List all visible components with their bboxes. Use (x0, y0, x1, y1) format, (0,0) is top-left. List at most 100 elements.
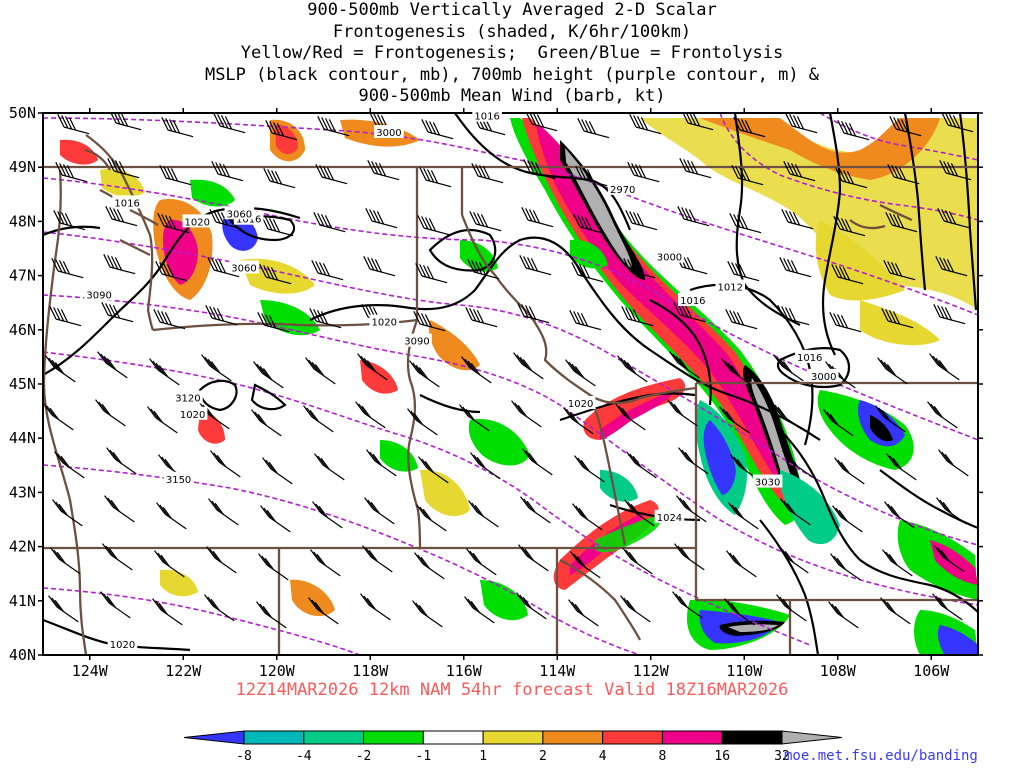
contour-label-text: 3060 (231, 263, 256, 274)
wind-barb (517, 303, 550, 324)
wind-barb (256, 601, 287, 629)
height-contour-label: 3150 (163, 471, 194, 486)
mslp-contour-label: 1016 (112, 195, 142, 209)
wind-barb (257, 312, 290, 333)
wind-barb (260, 505, 291, 533)
title-line-1: 900-500mb Vertically Averaged 2-D Scalar (307, 0, 717, 20)
wind-barb (886, 453, 917, 481)
mslp-contour-label: 1012 (715, 279, 746, 293)
wind-barb (622, 547, 653, 575)
wind-barb (519, 255, 552, 276)
wind-barb (516, 592, 547, 620)
wind-barb (467, 259, 500, 280)
colorbar-swatch (602, 730, 663, 745)
wind-barb (523, 159, 556, 180)
wind-barb (461, 356, 492, 384)
wind-barb (471, 163, 504, 184)
height-contour-label: 3120 (173, 390, 203, 405)
wind-barb (776, 594, 807, 622)
wind-barb (938, 449, 969, 477)
mslp-contour-label: 1020 (565, 395, 596, 410)
wind-barb (208, 498, 239, 526)
colorbar-swatch (303, 730, 365, 745)
wind-barb (102, 543, 133, 571)
mslp-contour-label: 1016 (678, 292, 708, 307)
wind-barb (676, 495, 707, 523)
contour-label-text: 1020 (185, 217, 210, 228)
wind-barb (50, 547, 81, 575)
mslp-contour-label: 1024 (654, 509, 685, 524)
wind-barb (624, 499, 655, 527)
lon-tick-label: 122W (165, 662, 202, 680)
wind-barb (413, 311, 446, 332)
colorbar-swatch (422, 730, 484, 745)
wind-barb (360, 593, 391, 621)
wind-barb (470, 452, 501, 480)
mslp-contour-label: 1020 (182, 214, 213, 228)
wind-barb (315, 164, 348, 185)
colorbar-label: -2 (356, 749, 372, 764)
wind-barb (311, 260, 344, 281)
wind-barb (465, 307, 498, 328)
wind-barb (577, 118, 610, 139)
contour-label-text: 3000 (811, 372, 836, 383)
wind-barb (51, 258, 84, 279)
contour-label-text: 3150 (166, 475, 191, 486)
contour-label-text: 3060 (227, 209, 252, 220)
colorbar-swatch (482, 730, 544, 745)
wind-barb (159, 165, 192, 186)
wind-barb (880, 597, 911, 625)
contour-label-text: 1016 (236, 215, 261, 226)
wind-barb (724, 598, 755, 626)
map-plot-area: 124W 122W 120W 118W 116W 114W 112W 110W 108W 106W… (9, 104, 983, 680)
contour-label-text: 1024 (657, 513, 682, 524)
wind-barb (366, 449, 397, 477)
contour-label-text: 3000 (657, 253, 682, 264)
wind-barb (313, 212, 346, 233)
height-contour-label: 3090 (84, 287, 114, 302)
wind-barb (105, 206, 138, 227)
colorbar-label: -8 (236, 749, 252, 764)
lat-tick-label: 49N (9, 158, 36, 176)
lon-tick-label: 108W (820, 662, 857, 680)
contour-label-text: 1020 (180, 410, 205, 421)
wind-barb (253, 361, 284, 389)
wind-barb (309, 308, 342, 329)
mslp-contour-label: 1016 (794, 349, 825, 364)
wind-barb (161, 117, 194, 138)
wind-barb (828, 601, 859, 629)
wind-barb (831, 264, 864, 285)
wind-barb (726, 550, 757, 578)
wind-barb (933, 304, 966, 325)
lat-tick-label: 40N (9, 646, 36, 664)
contour-label-text: 2970 (610, 185, 635, 196)
lon-tick-label: 118W (352, 662, 389, 680)
wind-barb (469, 211, 502, 232)
lat-tick-label: 46N (9, 321, 36, 339)
wind-barb (777, 305, 810, 326)
wind-barb (927, 401, 958, 429)
wind-barb (877, 357, 908, 385)
wind-barb (107, 158, 140, 179)
height-contour-label: 3060 (224, 206, 255, 220)
contour-label-text: 3000 (376, 128, 401, 139)
wind-barb (355, 401, 386, 429)
wind-barb (941, 113, 974, 133)
wind-barb (679, 158, 712, 179)
wind-barb (677, 206, 710, 227)
wind-barb (459, 404, 490, 432)
wind-barb (416, 504, 447, 532)
wind-barb (305, 357, 336, 385)
contour-label-text: 1016 (474, 112, 499, 123)
lon-tick-label: 116W (446, 662, 483, 680)
lat-tick-label: 50N (9, 104, 36, 122)
contour-label-text: 1016 (114, 198, 139, 209)
wind-barb (415, 263, 448, 284)
wind-barb (407, 408, 438, 436)
colorbar-swatch (781, 730, 843, 745)
title-line-5: 900-500mb Mean Wind (barb, kt) (358, 86, 666, 106)
lon-tick-label: 120W (259, 662, 296, 680)
wind-barb (518, 544, 549, 572)
wind-barb (262, 457, 293, 485)
